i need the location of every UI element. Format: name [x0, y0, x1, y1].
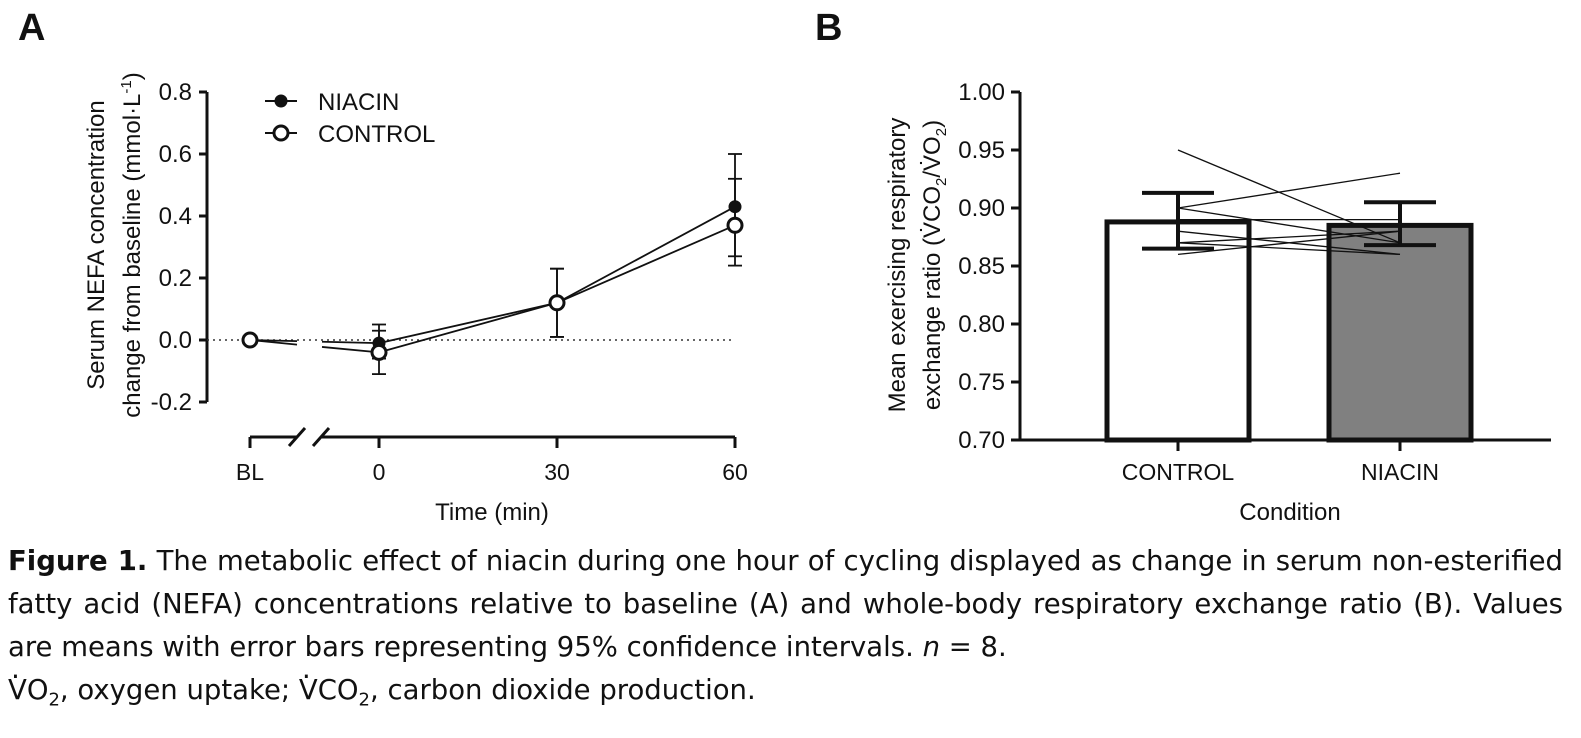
caption-label: Figure 1. — [8, 545, 148, 577]
panel-a-y-tick-label: 0.0 — [159, 327, 192, 354]
panel-b-y-tick-label: 1.00 — [958, 79, 1005, 106]
panel-b-y-tick-label: 0.85 — [958, 253, 1005, 280]
panel-a-y-tick-label: 0.8 — [159, 79, 192, 106]
panel-a-x-tick-label: 0 — [373, 459, 386, 485]
individual-participant-line — [1177, 242, 1401, 256]
series-control-point — [370, 343, 388, 361]
caption-vo2-sub: 2 — [48, 689, 60, 711]
panel-a-x-tick-label: BL — [236, 459, 264, 485]
figure-caption: Figure 1. The metabolic effect of niacin… — [8, 540, 1563, 722]
legend-niacin-marker — [274, 94, 288, 108]
caption-vo2-o: O — [26, 674, 49, 706]
panel-a-x-tick-label: 30 — [544, 459, 570, 485]
figure: A B Serum NEFA concentration change from… — [18, 7, 1551, 526]
series-control-point — [241, 331, 259, 349]
caption-vco2-letter: V — [299, 655, 318, 712]
caption-vco2-text: , carbon dioxide production. — [370, 674, 756, 706]
panel-a-legend: NIACIN CONTROL — [265, 89, 435, 148]
panel-b-chart: Mean exercising respiratory exchange rat… — [884, 79, 1551, 526]
panel-b-y-tick-label: 0.70 — [958, 427, 1005, 454]
panel-b-y-tick-label: 0.95 — [958, 137, 1005, 164]
panel-a-y-tick-label: 0.2 — [159, 265, 192, 292]
panel-b-y-tick-label: 0.75 — [958, 369, 1005, 396]
panel-a-y-tick-label: 0.6 — [159, 141, 192, 168]
caption-vco2-sub: 2 — [358, 689, 370, 711]
legend-control-marker — [272, 124, 290, 142]
bar-niacin — [1326, 222, 1474, 443]
individual-participant-line — [1177, 207, 1401, 244]
series-control-point — [726, 216, 744, 234]
caption-text-1: The metabolic effect of niacin during on… — [8, 545, 1563, 663]
caption-vo2-letter: V — [8, 655, 27, 712]
panel-a-x-tick-label: 60 — [722, 459, 748, 485]
legend-niacin-label: NIACIN — [318, 89, 399, 116]
panel-a-letter: A — [18, 7, 45, 49]
panel-b-letter: B — [815, 7, 842, 49]
bar-control — [1104, 219, 1252, 443]
caption-vco2-co: CO — [317, 674, 359, 706]
panel-b-ylabel-line2: exchange ratio (V̇CO2/V̇O2) — [918, 120, 950, 410]
caption-n-symbol: n — [922, 631, 941, 663]
panel-a-chart: Serum NEFA concentration change from bas… — [83, 72, 748, 526]
individual-participant-line — [1177, 230, 1401, 256]
legend-control-label: CONTROL — [318, 121, 435, 148]
series-control-point — [548, 294, 566, 312]
panel-b-ylabel-line1: Mean exercising respiratory — [884, 118, 911, 413]
panel-a-y-tick-label: 0.4 — [159, 203, 192, 230]
panel-a-axis-break-mark-2 — [311, 427, 331, 447]
panel-a-y-tick-label: -0.2 — [151, 389, 192, 416]
panel-a-xlabel: Time (min) — [435, 499, 549, 526]
panel-b-x-tick-label: NIACIN — [1361, 459, 1439, 485]
series-control-line-segment — [321, 346, 380, 354]
panel-a-ylabel-line2: change from baseline (mmol·L-1) — [118, 72, 146, 417]
caption-vo2-text: , oxygen uptake; — [59, 674, 299, 706]
individual-participant-line — [1177, 230, 1401, 244]
individual-participant-line — [1177, 172, 1401, 209]
series-niacin-line-segment — [321, 340, 380, 344]
panel-a-ylabel-line1: Serum NEFA concentration — [83, 100, 110, 389]
panel-b-y-tick-label: 0.90 — [958, 195, 1005, 222]
series-niacin-point — [728, 200, 742, 214]
panel-b-xlabel: Condition — [1239, 499, 1340, 526]
panel-b-x-tick-label: CONTROL — [1122, 459, 1235, 485]
individual-participant-line — [1177, 149, 1401, 244]
panel-b-y-tick-label: 0.80 — [958, 311, 1005, 338]
caption-text-2: = 8. — [940, 631, 1007, 663]
panel-a-axis-break-mark-1 — [287, 427, 307, 447]
